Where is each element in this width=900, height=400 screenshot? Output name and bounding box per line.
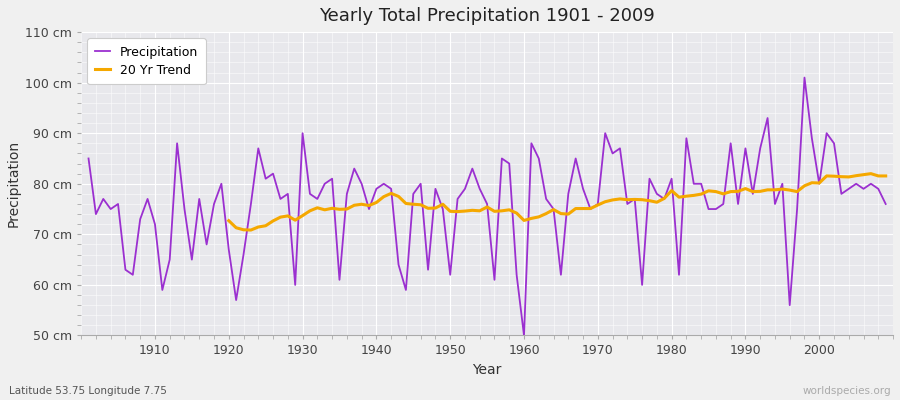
X-axis label: Year: Year — [472, 363, 502, 377]
Precipitation — [880, 202, 891, 206]
Text: worldspecies.org: worldspecies.org — [803, 386, 891, 396]
Precipitation — [349, 166, 360, 171]
Precipitation — [615, 146, 626, 151]
Y-axis label: Precipitation: Precipitation — [7, 140, 21, 227]
20 Yr Trend — [320, 208, 330, 212]
20 Yr Trend — [866, 171, 877, 176]
20 Yr Trend — [688, 193, 699, 198]
Precipitation — [518, 333, 529, 338]
Text: Latitude 53.75 Longitude 7.75: Latitude 53.75 Longitude 7.75 — [9, 386, 166, 396]
Title: Yearly Total Precipitation 1901 - 2009: Yearly Total Precipitation 1901 - 2009 — [320, 7, 655, 25]
Precipitation — [142, 196, 153, 201]
Precipitation — [526, 141, 536, 146]
Line: Precipitation: Precipitation — [88, 78, 886, 336]
20 Yr Trend — [858, 172, 868, 177]
20 Yr Trend — [792, 189, 803, 194]
20 Yr Trend — [880, 174, 891, 178]
Precipitation — [304, 192, 315, 196]
20 Yr Trend — [430, 206, 441, 210]
20 Yr Trend — [777, 187, 788, 192]
20 Yr Trend — [246, 228, 256, 232]
Precipitation — [511, 272, 522, 277]
Legend: Precipitation, 20 Yr Trend: Precipitation, 20 Yr Trend — [87, 38, 205, 84]
20 Yr Trend — [223, 218, 234, 223]
Precipitation — [799, 75, 810, 80]
Line: 20 Yr Trend: 20 Yr Trend — [229, 174, 886, 230]
Precipitation — [83, 156, 94, 161]
